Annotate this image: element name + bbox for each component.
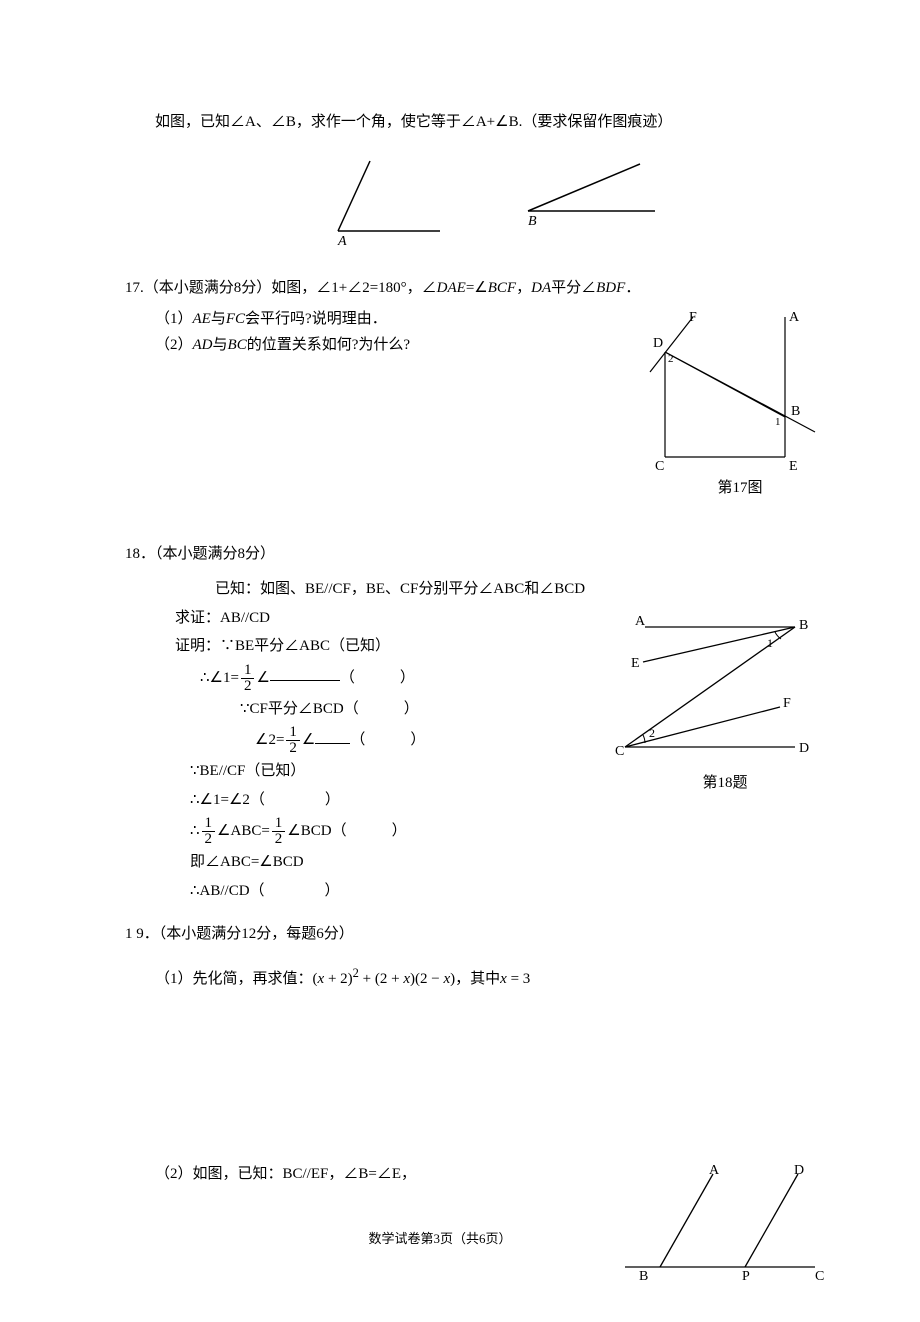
q17-s2c: 的位置关系如何?为什么? (247, 337, 410, 353)
q18-p2a: ∴∠1= (200, 669, 239, 685)
q18-p4c: （ ） (350, 732, 425, 748)
q17: 17.（本小题满分8分）如图，∠1+∠2=180°，∠DAE=∠BCF，DA平分… (155, 276, 835, 502)
q16-label-a: A (337, 234, 347, 246)
q19-ep2: + 2) (324, 971, 352, 987)
q19-part1: （1）先化简，再求值：(x + 2)2 + (2 + x)(2 − x)，其中x… (155, 963, 835, 993)
q17-suf: ． (625, 280, 640, 296)
q18-proof: 已知：如图、BE//CF，BE、CF分别平分∠ABC和∠BCD 求证：AB//C… (155, 577, 615, 907)
q19-figure: A D B P C (605, 1162, 835, 1282)
q17-caption: 第17图 (645, 476, 835, 502)
q18-p5: ∵BE//CF（已知） (155, 759, 615, 785)
q18-lD: D (799, 741, 809, 756)
q19-lP: P (742, 1269, 750, 1282)
q17-l1: 1 (775, 416, 781, 428)
q17-bc: BC (228, 337, 247, 353)
q18-prove: 求证：AB//CD (155, 606, 615, 632)
q17-ae: AE (193, 311, 211, 327)
q17-lF: F (689, 310, 697, 325)
q17-m1: =∠ (466, 280, 488, 296)
page-container: 如图，已知∠A、∠B，求作一个角，使它等于∠A+∠B.（要求保留作图痕迹） A … (0, 0, 920, 1322)
q18-lC: C (615, 744, 624, 759)
q18-figure: A B E F C D 1 2 第18题 (615, 577, 835, 797)
q18-title: 18．（本小题满分8分） (125, 542, 835, 568)
q19-lC: C (815, 1269, 824, 1282)
q19-p1b: ，其中 (455, 971, 500, 987)
q18-p2: ∴∠1=12∠（ ） (155, 663, 615, 694)
q17-da: DA (531, 280, 551, 296)
q17-dae: DAE (437, 280, 466, 296)
q18-lB: B (799, 618, 808, 633)
q19-lD: D (794, 1163, 804, 1178)
q18-blank2 (315, 728, 350, 744)
q17-l2: 2 (668, 353, 674, 365)
q17-lA: A (789, 310, 800, 325)
q17-s1b: 与 (211, 311, 226, 327)
q18-l1: 1 (767, 636, 773, 650)
q18-p4: ∠2=12∠（ ） (155, 725, 615, 756)
q17-prefix: 17.（本小题满分8分）如图，∠1+∠2=180°，∠ (125, 280, 437, 296)
q18-p7b: ∠ABC= (217, 823, 270, 839)
q18-p2b: ∠ (256, 669, 269, 685)
q16-angle-b: B (520, 156, 660, 246)
q17-s2b: 与 (213, 337, 228, 353)
q18-p4b: ∠ (302, 732, 315, 748)
q17-figure: F A D 2 B 1 C E 第17图 (645, 307, 835, 502)
q17-lC: C (655, 459, 664, 472)
q17-bdf: BDF (596, 280, 625, 296)
q16-text: 如图，已知∠A、∠B，求作一个角，使它等于∠A+∠B.（要求保留作图痕迹） (155, 110, 835, 136)
q18-p4a: ∠2= (255, 732, 284, 748)
q17-s1c: 会平行吗?说明理由． (245, 311, 387, 327)
q16-angle-a: A (330, 156, 450, 246)
q17-m2: ， (516, 280, 531, 296)
q18-p8: 即∠ABC=∠BCD (155, 850, 615, 876)
q19-part2: （2）如图，已知：BC//EF，∠B=∠E， 数学试卷第3页（共6页） (155, 1162, 605, 1250)
q18-p7a: ∴ (190, 823, 200, 839)
q18-p2c: （ ） (340, 669, 415, 685)
q19-ex4: x (500, 971, 507, 987)
q19-em: )(2 − (410, 971, 443, 987)
q17-sub2: （2）AD与BC的位置关系如何?为什么? (155, 333, 645, 359)
q17-lD: D (653, 336, 663, 351)
q18-p3: ∵CF平分∠BCD（ ） (155, 697, 615, 723)
q17-ad: AD (193, 337, 213, 353)
q17-bcf: BCF (488, 280, 516, 296)
q17-s2a: （2） (155, 337, 193, 353)
q19-title: 1 9．（本小题满分12分，每题6分） (125, 922, 835, 948)
q17-fc: FC (226, 311, 245, 327)
q16-figures: A B (155, 156, 835, 246)
q18-p7: ∴12∠ABC=12∠BCD（ ） (155, 816, 615, 847)
q19-p1c: = 3 (507, 971, 530, 987)
page-footer: 数学试卷第3页（共6页） (275, 1228, 605, 1250)
q16-label-b: B (528, 214, 537, 226)
q19-lB: B (639, 1269, 648, 1282)
q17-stem: 17.（本小题满分8分）如图，∠1+∠2=180°，∠DAE=∠BCF，DA平分… (125, 276, 835, 302)
q18-p9: ∴AB//CD（ ） (155, 879, 615, 905)
q18-blank1 (270, 665, 340, 681)
q17-lE: E (789, 459, 798, 472)
q18-l2: 2 (649, 726, 655, 740)
q17-s1a: （1） (155, 311, 193, 327)
q18-lE: E (631, 656, 640, 671)
q18-lF: F (783, 696, 791, 711)
q17-lB: B (791, 404, 800, 419)
q19-p1a: （1）先化简，再求值： (155, 971, 313, 987)
q19-ex2: x (403, 971, 410, 987)
q18-lA: A (635, 614, 646, 629)
q19-p2text: （2）如图，已知：BC//EF，∠B=∠E， (155, 1162, 605, 1188)
q17-m3: 平分∠ (551, 280, 596, 296)
q17-subs: （1）AE与FC会平行吗?说明理由． （2）AD与BC的位置关系如何?为什么? (155, 307, 645, 358)
q18-caption: 第18题 (615, 771, 835, 797)
q19-ep: + (2 + (359, 971, 403, 987)
q19-lA: A (709, 1163, 720, 1178)
q18-p1: 证明：∵BE平分∠ABC（已知） (155, 634, 615, 660)
q18-p7c: ∠BCD（ ） (287, 823, 406, 839)
q18-p6: ∴∠1=∠2（ ） (155, 788, 615, 814)
q17-sub1: （1）AE与FC会平行吗?说明理由． (155, 307, 645, 333)
q18-given: 已知：如图、BE//CF，BE、CF分别平分∠ABC和∠BCD (155, 577, 615, 603)
